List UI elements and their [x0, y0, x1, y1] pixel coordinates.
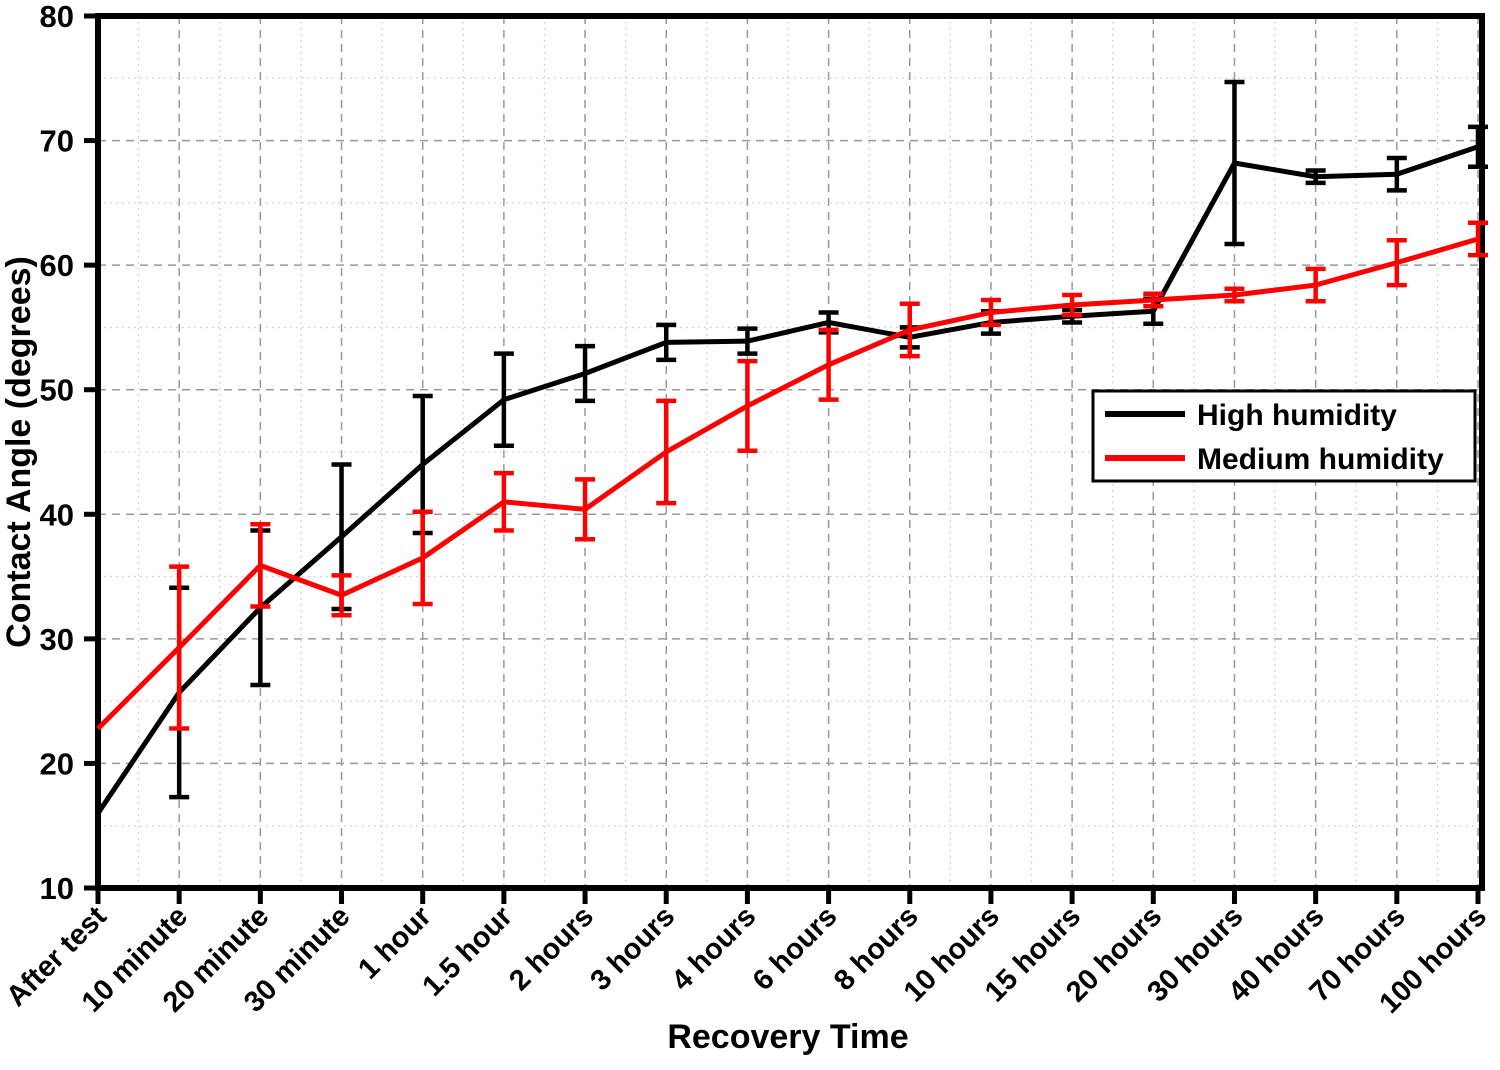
legend-box	[1091, 389, 1477, 483]
x-axis-title: Recovery Time	[667, 1018, 908, 1056]
y-tick-label: 70	[40, 124, 74, 159]
x-tick-label: 3 hours	[584, 900, 681, 997]
legend-label-medium-humidity: Medium humidity	[1197, 443, 1444, 476]
series-medium-humidity-line	[96, 236, 1479, 731]
y-tick-label: 10	[40, 871, 74, 906]
series-layer	[95, 79, 1488, 815]
x-tick-label: 4 hours	[666, 900, 763, 997]
x-tick-label: 1.5 hour	[416, 900, 518, 1002]
series-high-humidity-line	[95, 144, 1479, 815]
y-tick-label: 60	[40, 248, 74, 283]
y-tick-label: 20	[40, 746, 74, 781]
series-medium-humidity	[96, 220, 1488, 731]
plot-border	[95, 13, 1485, 891]
y-tick-label: 50	[40, 373, 74, 408]
legend: High humidity Medium humidity	[1091, 389, 1477, 483]
x-tick-label: 6 hours	[747, 900, 844, 997]
y-axis-title: Contact Angle (degrees)	[0, 256, 38, 648]
y-tick-label: 30	[40, 622, 74, 657]
y-tick-label: 40	[40, 497, 74, 532]
y-tick-label: 80	[40, 0, 74, 34]
x-tick-label: 2 hours	[503, 900, 600, 997]
legend-label-high-humidity: High humidity	[1197, 399, 1397, 432]
